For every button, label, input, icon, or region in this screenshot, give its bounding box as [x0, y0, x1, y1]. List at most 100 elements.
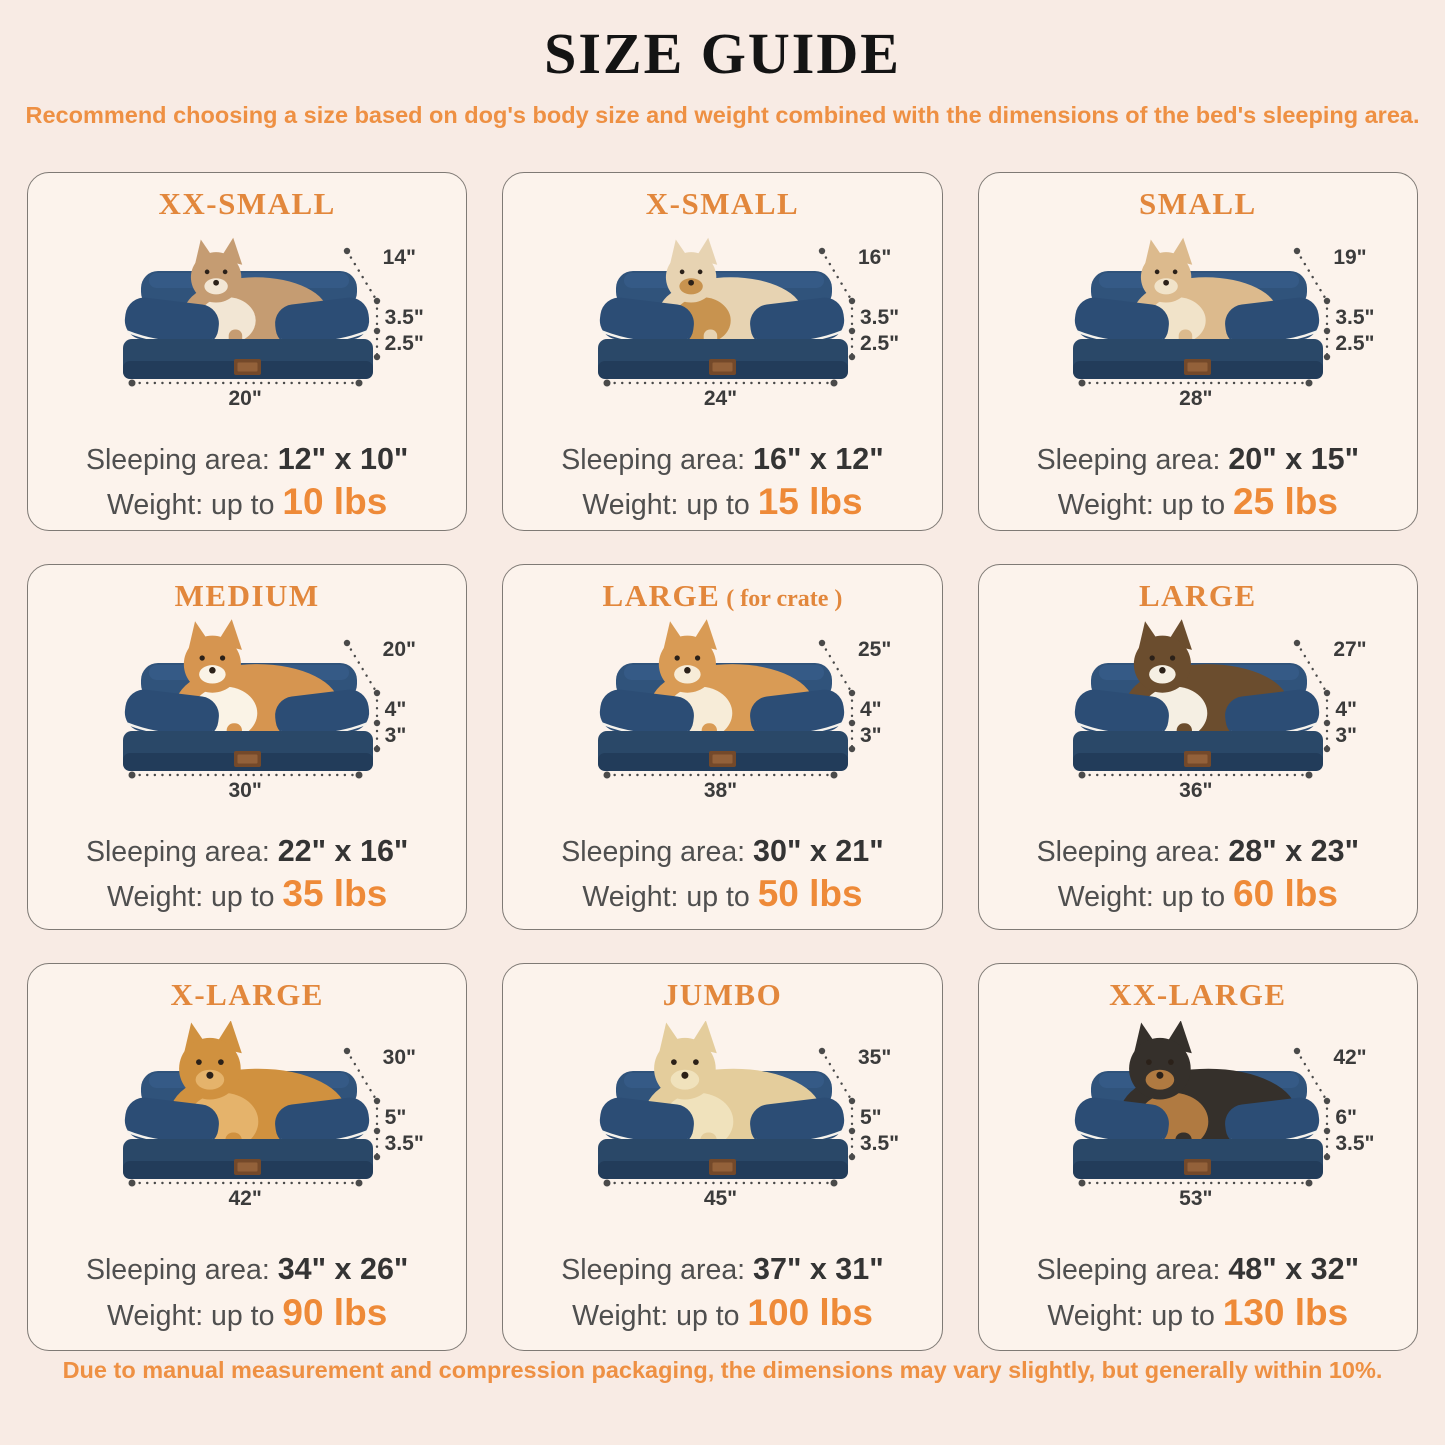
weight-label: Weight: up to [107, 881, 275, 914]
bed-and-pet-drawing [1073, 618, 1331, 779]
dim-bed-width: 24" [703, 386, 738, 410]
sleeping-area-line: Sleeping area: 22" x 16" [86, 833, 408, 870]
size-card: SMALL [977, 172, 1418, 531]
bed-figure: 14" 3.5" 2.5" 20" [28, 221, 466, 441]
sleeping-area-line: Sleeping area: 30" x 21" [561, 833, 883, 870]
size-name-text: X-SMALL [645, 186, 800, 221]
dimension-dotted-lines [128, 1048, 380, 1187]
dim-back-height: 16" [857, 245, 892, 269]
dim-bolster-height: 3.5" [1335, 305, 1375, 329]
sleeping-area-label: Sleeping area: [561, 835, 746, 868]
bed-figure: 16" 3.5" 2.5" 24" [503, 221, 941, 441]
size-card: LARGE [977, 564, 1418, 930]
size-name: LARGE ( for crate ) [603, 579, 843, 613]
size-name-text: SMALL [1138, 186, 1257, 221]
size-name: SMALL [1138, 186, 1257, 221]
weight-label: Weight: up to [582, 489, 750, 522]
weight-value: 60 lbs [1233, 873, 1338, 915]
dim-base-height: 3" [1335, 723, 1357, 747]
weight-value: 130 lbs [1222, 1291, 1349, 1333]
size-name-text: XX-SMALL [158, 186, 336, 221]
bed-figure: 19" 3.5" 2.5" 28" [979, 221, 1417, 441]
pet-illustration [1120, 1021, 1297, 1164]
weight-line: Weight: up to 15 lbs [582, 480, 862, 524]
dog-bed-front [1073, 297, 1324, 379]
size-name-text: XX-LARGE [1109, 977, 1287, 1012]
dimension-dotted-lines [603, 247, 856, 387]
dim-base-height: 3.5" [859, 1132, 900, 1156]
bed-figure-canvas: 42" 6" 3.5" 53" [979, 1021, 1416, 1241]
bed-and-pet-drawing [1073, 1021, 1331, 1187]
sleeping-area-line: Sleeping area: 28" x 23" [1037, 833, 1359, 870]
dim-back-height: 20" [382, 637, 416, 661]
sleeping-area-value: 37" x 31" [753, 1252, 884, 1287]
dog-bed-front [597, 689, 848, 771]
dim-base-height: 2.5" [859, 331, 900, 355]
size-card: XX-LARGE [977, 963, 1418, 1351]
size-card: JUMBO [502, 963, 943, 1351]
weight-label: Weight: up to [1047, 1299, 1215, 1332]
page-subtitle: Recommend choosing a size based on dog's… [25, 102, 1420, 128]
dim-bed-width: 38" [703, 778, 738, 802]
dog-bed-front [597, 297, 848, 379]
weight-label: Weight: up to [107, 1299, 275, 1332]
sleeping-area-label: Sleeping area: [561, 1254, 746, 1287]
size-name-note: ( for crate ) [720, 586, 843, 612]
size-name: X-SMALL [645, 186, 800, 221]
weight-line: Weight: up to 10 lbs [107, 480, 387, 524]
dim-bolster-height: 5" [384, 1106, 407, 1130]
size-card: LARGE ( for crate ) [502, 564, 943, 930]
dog-bed-front [1073, 1097, 1324, 1180]
dim-bolster-height: 4" [384, 697, 407, 721]
page-footnote: Due to manual measurement and compressio… [62, 1356, 1383, 1383]
bed-figure: 20" 4" 3" 30" [28, 613, 466, 833]
weight-value: 50 lbs [757, 873, 863, 915]
dim-bed-width: 42" [228, 1187, 262, 1211]
sleeping-area-label: Sleeping area: [561, 443, 746, 476]
bed-figure-canvas: 20" 4" 3" 30" [29, 613, 466, 833]
size-name: LARGE [1138, 578, 1257, 613]
weight-value: 15 lbs [757, 481, 863, 523]
page-title: SIZE GUIDE [544, 21, 901, 86]
dim-base-height: 3.5" [1335, 1132, 1375, 1156]
size-card: XX-SMALL [27, 172, 468, 531]
sleeping-area-line: Sleeping area: 12" x 10" [86, 441, 408, 478]
bed-figure: 35" 5" 3.5" 45" [503, 1012, 941, 1251]
size-name-text: LARGE [1138, 578, 1257, 613]
bed-figure: 27" 4" 3" 36" [979, 613, 1417, 833]
dog-bed-front [122, 689, 373, 771]
sleeping-area-label: Sleeping area: [85, 835, 270, 868]
dim-base-height: 3" [859, 723, 882, 747]
weight-label: Weight: up to [1057, 881, 1226, 914]
weight-label: Weight: up to [107, 489, 275, 522]
bed-and-pet-drawing [122, 237, 380, 387]
sleeping-area-value: 22" x 16" [277, 833, 409, 868]
bed-figure-canvas: 30" 5" 3.5" 42" [29, 1021, 466, 1241]
weight-line: Weight: up to 50 lbs [582, 872, 862, 916]
size-cards-grid: XX-SMALL [27, 172, 1418, 1351]
bed-figure-canvas: 35" 5" 3.5" 45" [504, 1021, 941, 1241]
dimension-dotted-lines [1078, 1048, 1331, 1187]
dog-bed-front [597, 1097, 848, 1180]
brand-label-patch [1184, 358, 1212, 375]
weight-value: 90 lbs [282, 1291, 388, 1333]
size-card: MEDIUM [27, 564, 468, 930]
bed-figure-canvas: 16" 3.5" 2.5" 24" [504, 221, 941, 441]
dim-bolster-height: 3.5" [859, 305, 900, 329]
weight-value: 25 lbs [1233, 481, 1338, 523]
size-name-text: JUMBO [662, 977, 783, 1012]
dimension-dotted-lines [1078, 639, 1331, 779]
dimension-dotted-lines [603, 1048, 856, 1187]
dimension-dotted-lines [1078, 247, 1331, 387]
brand-label-patch [708, 750, 736, 767]
sleeping-area-value: 20" x 15" [1228, 441, 1360, 476]
size-card: X-LARGE [27, 963, 468, 1351]
dog-bed-front [122, 297, 373, 379]
size-name: X-LARGE [170, 978, 323, 1012]
dim-base-height: 3" [384, 723, 407, 747]
dim-back-height: 25" [857, 637, 892, 661]
sleeping-area-value: 34" x 26" [277, 1252, 409, 1287]
dim-bed-width: 45" [703, 1187, 738, 1211]
brand-label-patch [708, 358, 736, 375]
size-card: X-SMALL [502, 172, 943, 531]
